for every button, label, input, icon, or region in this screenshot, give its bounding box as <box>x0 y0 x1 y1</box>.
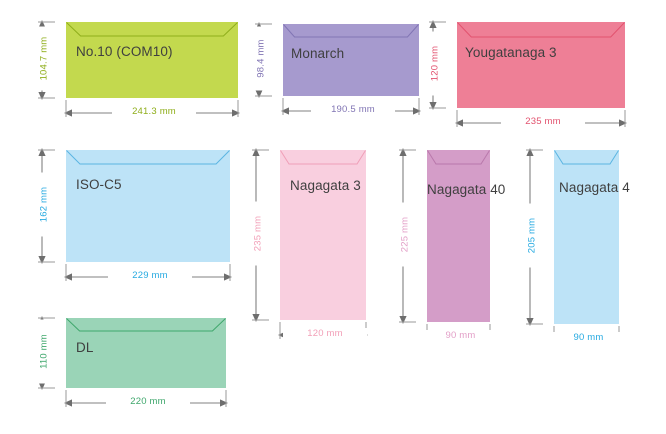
width-dimension-label: 120 mm <box>283 328 367 339</box>
envelope-shape <box>280 150 366 320</box>
envelope-shape <box>554 150 619 324</box>
height-dimension-label: 120 mm <box>429 31 441 96</box>
envelope-shape <box>66 150 230 262</box>
envelope-name-label: Yougatanaga 3 <box>465 45 557 60</box>
envelope-name-label: DL <box>76 340 94 355</box>
height-dimension-label: 110 mm <box>38 319 50 384</box>
height-dimension-label: 98.4 mm <box>255 26 267 91</box>
height-dimension-label: 104.7 mm <box>38 26 50 91</box>
envelope-name-label: Nagagata 40 <box>427 182 506 197</box>
height-dimension-label: 205 mm <box>526 203 538 268</box>
width-dimension-label: 90 mm <box>546 332 631 343</box>
envelope-shape <box>457 22 625 108</box>
envelope-name-label: Nagagata 3 <box>290 178 361 193</box>
height-dimension-label: 235 mm <box>252 201 264 266</box>
width-dimension-label: 190.5 mm <box>311 104 395 115</box>
width-dimension-label: 235 mm <box>501 116 585 127</box>
height-dimension-label: 225 mm <box>399 202 411 267</box>
envelope-name-label: Nagagata 4 <box>559 180 630 195</box>
envelope-name-label: No.10 (COM10) <box>76 44 173 59</box>
width-dimension-label: 241.3 mm <box>112 106 196 117</box>
envelope-shape <box>427 150 490 322</box>
width-dimension-label: 229 mm <box>108 270 192 281</box>
envelope-name-label: Monarch <box>291 46 345 61</box>
width-dimension-label: 90 mm <box>418 330 503 341</box>
envelope-shape <box>66 22 238 98</box>
width-dimension-label: 220 mm <box>106 396 190 407</box>
height-dimension-label: 162 mm <box>38 172 50 237</box>
envelope-name-label: ISO-C5 <box>76 177 122 192</box>
height-dimension <box>34 144 55 268</box>
